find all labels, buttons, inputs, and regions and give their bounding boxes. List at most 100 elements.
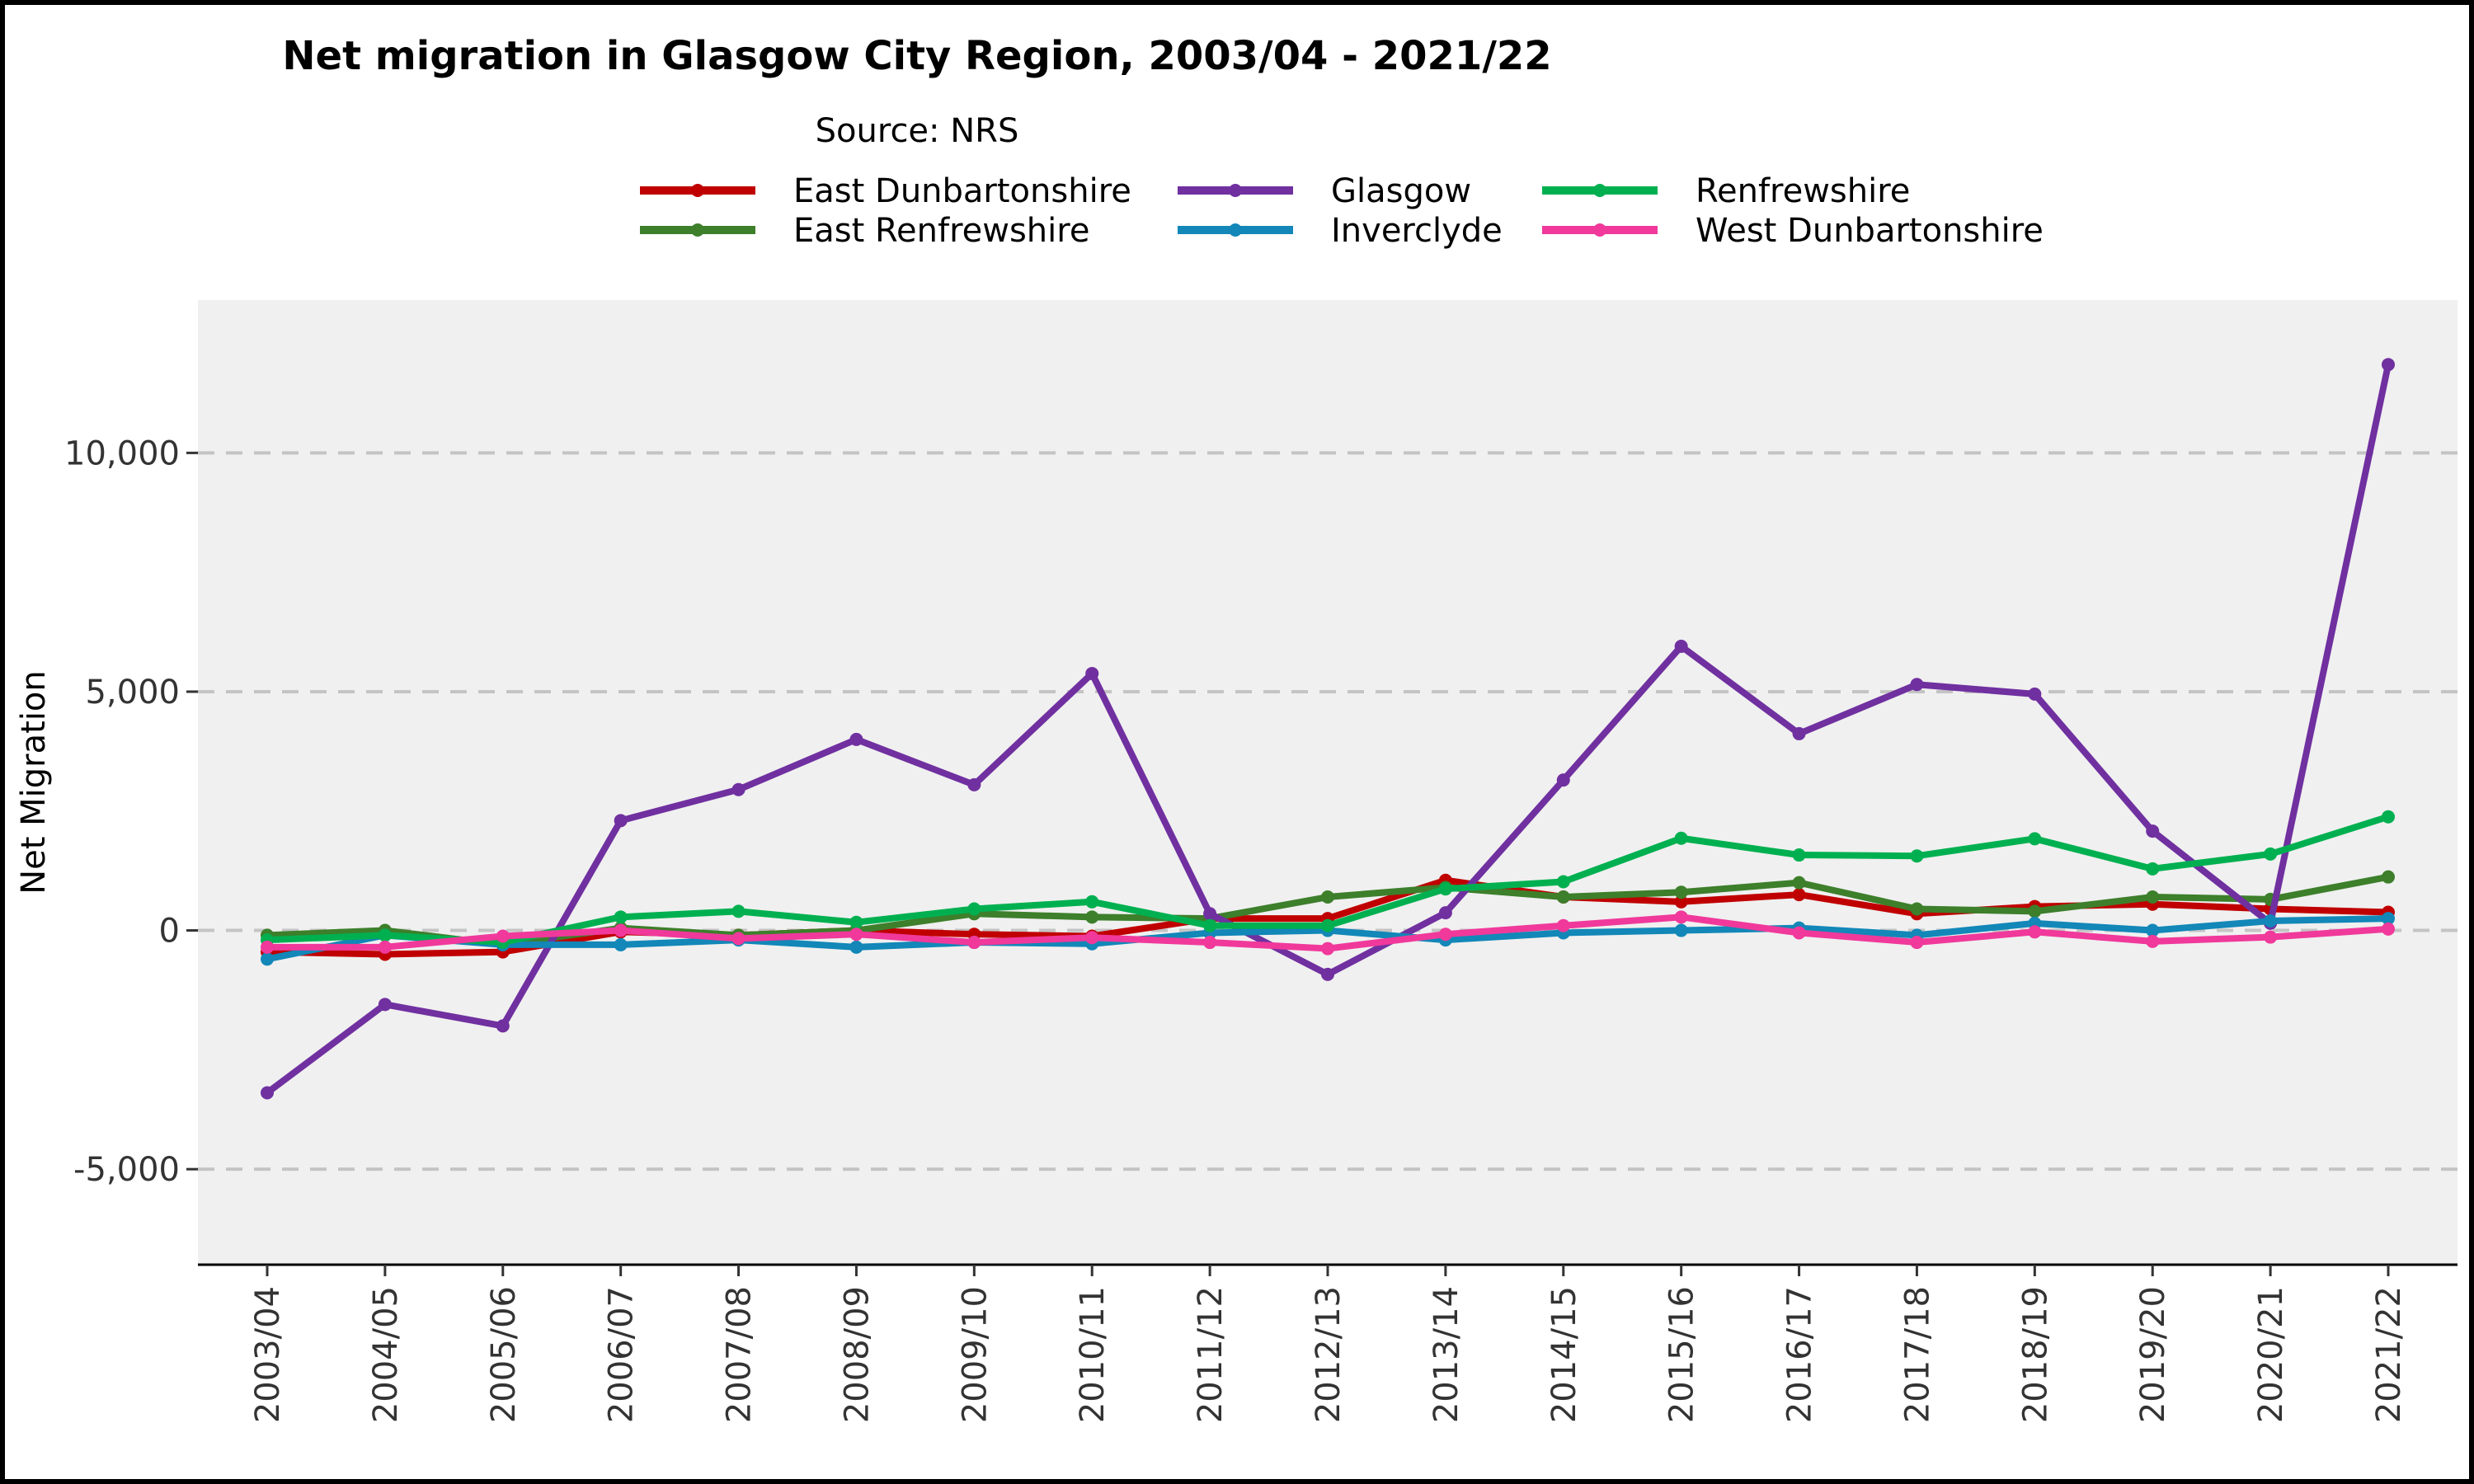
data-point bbox=[967, 777, 981, 791]
data-point bbox=[1792, 848, 1806, 862]
series-west-dunbartonshire bbox=[261, 910, 2395, 956]
legend-key-point bbox=[1229, 223, 1242, 237]
x-tick-label: 2011/12 bbox=[1192, 1286, 1230, 1423]
data-point bbox=[2382, 922, 2395, 936]
data-point bbox=[1556, 918, 1570, 932]
data-point bbox=[731, 904, 745, 918]
legend-item: West Dunbartonshire bbox=[1542, 212, 2044, 250]
data-point bbox=[1085, 666, 1099, 680]
data-point bbox=[1321, 967, 1334, 981]
data-point bbox=[1556, 890, 1570, 904]
legend-key-point bbox=[1593, 223, 1606, 237]
data-point bbox=[731, 782, 745, 796]
data-point bbox=[1556, 773, 1570, 787]
legend-item: East Dunbartonshire bbox=[640, 172, 1131, 210]
legend-key-point bbox=[1229, 184, 1242, 197]
chart-subtitle: Source: NRS bbox=[816, 112, 1019, 150]
data-point bbox=[849, 915, 863, 929]
data-point bbox=[1674, 923, 1688, 937]
legend-key-point bbox=[691, 223, 704, 237]
data-point bbox=[2146, 890, 2160, 904]
data-point bbox=[2264, 847, 2278, 861]
legend-label: Renfrewshire bbox=[1696, 172, 1910, 210]
x-tick-label: 2016/17 bbox=[1781, 1286, 1819, 1423]
data-point bbox=[614, 814, 628, 828]
legend-label: West Dunbartonshire bbox=[1696, 212, 2044, 250]
data-point bbox=[2264, 913, 2278, 928]
data-point bbox=[496, 929, 510, 943]
x-tick-label: 2005/06 bbox=[485, 1286, 523, 1423]
data-point bbox=[1438, 906, 1452, 920]
data-point bbox=[1910, 849, 1924, 863]
x-tick-label: 2015/16 bbox=[1663, 1286, 1701, 1423]
legend-item: Inverclyde bbox=[1178, 212, 1503, 250]
legend-label: East Renfrewshire bbox=[793, 212, 1089, 250]
legend-key-point bbox=[691, 184, 704, 197]
plot-area bbox=[198, 300, 2458, 1265]
data-point bbox=[1203, 936, 1217, 950]
series-layer bbox=[261, 358, 2395, 1100]
data-point bbox=[1792, 876, 1806, 890]
data-point bbox=[614, 937, 628, 951]
y-tick-label: -5,000 bbox=[73, 1151, 180, 1189]
data-point bbox=[2146, 934, 2160, 948]
data-point bbox=[261, 940, 274, 954]
data-point bbox=[2264, 930, 2278, 944]
x-tick-label: 2007/08 bbox=[721, 1286, 759, 1423]
x-tick-label: 2010/11 bbox=[1074, 1286, 1112, 1423]
data-point bbox=[614, 923, 628, 937]
data-point bbox=[849, 928, 863, 942]
data-point bbox=[1674, 910, 1688, 924]
data-point bbox=[1792, 726, 1806, 740]
data-point bbox=[1556, 875, 1570, 889]
data-point bbox=[1674, 885, 1688, 899]
data-point bbox=[378, 928, 392, 942]
data-point bbox=[1910, 902, 1924, 916]
data-point bbox=[2382, 810, 2395, 824]
data-point bbox=[1674, 639, 1688, 653]
data-point bbox=[2028, 832, 2042, 846]
x-tick-label: 2009/10 bbox=[956, 1286, 994, 1423]
data-point bbox=[1085, 895, 1099, 909]
data-point bbox=[1910, 678, 1924, 692]
data-point bbox=[1792, 926, 1806, 940]
data-point bbox=[1203, 907, 1217, 921]
gridlines bbox=[198, 451, 2458, 1172]
data-point bbox=[849, 732, 863, 746]
legend-label: East Dunbartonshire bbox=[793, 172, 1131, 210]
series-glasgow bbox=[261, 358, 2395, 1100]
x-tick-label: 2020/21 bbox=[2252, 1286, 2290, 1423]
data-point bbox=[2028, 904, 2042, 918]
data-point bbox=[1792, 888, 1806, 902]
data-point bbox=[378, 998, 392, 1012]
data-point bbox=[1085, 931, 1099, 945]
x-tick-label: 2019/20 bbox=[2134, 1286, 2172, 1423]
data-point bbox=[967, 936, 981, 950]
y-tick-label: 10,000 bbox=[64, 434, 180, 472]
data-point bbox=[378, 940, 392, 954]
x-tick-label: 2012/13 bbox=[1310, 1286, 1348, 1423]
x-tick-label: 2021/22 bbox=[2370, 1286, 2408, 1423]
data-point bbox=[261, 952, 274, 966]
x-tick-label: 2014/15 bbox=[1545, 1286, 1583, 1423]
data-point bbox=[496, 1019, 510, 1033]
chart: Net migration in Glasgow City Region, 20… bbox=[15, 33, 2458, 1423]
data-point bbox=[2382, 912, 2395, 926]
y-tick-label: 0 bbox=[159, 913, 180, 951]
data-point bbox=[1438, 928, 1452, 942]
x-tick-label: 2006/07 bbox=[603, 1286, 641, 1423]
legend-key-point bbox=[1593, 184, 1606, 197]
y-tick-label: 5,000 bbox=[85, 674, 180, 711]
x-tick-label: 2003/04 bbox=[249, 1286, 287, 1423]
data-point bbox=[2146, 923, 2160, 937]
data-point bbox=[1321, 942, 1334, 956]
data-point bbox=[2146, 824, 2160, 838]
x-axis: 2003/04 2004/05 2005/06 2006/07 2007/08 2008/… bbox=[249, 1265, 2408, 1423]
data-point bbox=[2028, 925, 2042, 939]
data-point bbox=[2382, 870, 2395, 884]
data-point bbox=[261, 1086, 274, 1100]
data-point bbox=[1085, 910, 1099, 924]
legend-item: Glasgow bbox=[1178, 172, 1471, 210]
